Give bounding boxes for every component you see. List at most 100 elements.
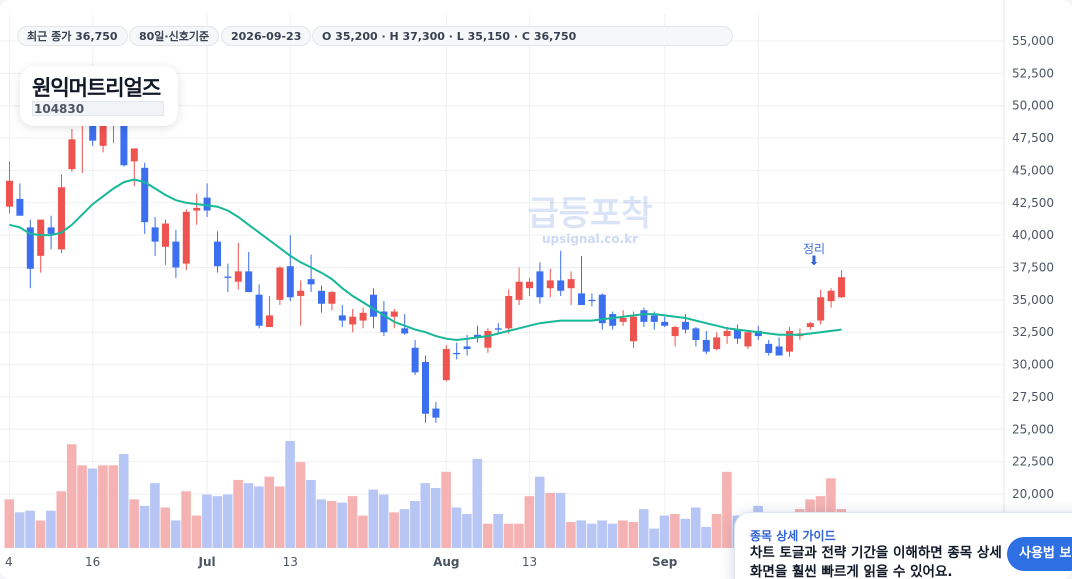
- volume-bar: [722, 471, 732, 548]
- candle: [619, 310, 627, 326]
- stock-code: 104830: [32, 101, 164, 116]
- volume-bar: [410, 500, 420, 548]
- candle-body: [255, 294, 263, 326]
- candle-body: [505, 295, 513, 329]
- candle-body: [328, 292, 336, 304]
- volume-bar: [462, 513, 472, 548]
- volume-bar: [618, 520, 628, 548]
- price-tick-label: 50,000: [1012, 99, 1054, 113]
- candle-body: [120, 119, 128, 166]
- price-tick-label: 35,000: [1012, 293, 1054, 307]
- guide-open-button[interactable]: 사용법 보기: [1007, 537, 1072, 571]
- candle-body: [401, 328, 409, 334]
- candle: [536, 262, 544, 304]
- candle: [786, 327, 793, 357]
- volume-bar: [56, 491, 67, 548]
- candle: [58, 174, 65, 254]
- volume-bar: [420, 483, 431, 548]
- candle-body: [463, 346, 471, 350]
- candle: [182, 209, 190, 271]
- volume-bar: [233, 479, 243, 548]
- candle: [245, 251, 253, 293]
- candle: [713, 332, 721, 351]
- volume-bar: [493, 513, 503, 548]
- price-tick-label: 45,000: [1012, 163, 1054, 177]
- candle: [349, 308, 357, 333]
- candle: [26, 219, 34, 289]
- candle-body: [286, 266, 294, 298]
- candle-body: [484, 330, 492, 348]
- candle-body: [359, 312, 367, 321]
- candle: [692, 327, 700, 347]
- candle-body: [276, 267, 284, 300]
- stock-title-card: 원익머트리얼즈 104830: [20, 66, 178, 126]
- candle-body: [682, 321, 689, 330]
- candle-body: [661, 321, 669, 326]
- price-tick-label: 20,000: [1012, 487, 1054, 501]
- time-tick-label: 16: [85, 555, 100, 569]
- volume-bar: [441, 471, 451, 548]
- candle-body: [640, 310, 648, 322]
- candle-body: [234, 271, 242, 282]
- volume-bar: [118, 453, 129, 548]
- volume-bar: [347, 496, 358, 548]
- volume-bar: [108, 465, 119, 548]
- signal-basis-chip[interactable]: 80일·신호기준: [129, 26, 220, 46]
- candle: [453, 342, 461, 360]
- candle: [338, 305, 346, 328]
- candle: [162, 219, 169, 265]
- candle-body: [203, 197, 211, 211]
- volume-bar: [628, 522, 639, 548]
- volume-bar: [576, 520, 587, 548]
- guide-body: 차트 토글과 전략 기간을 이해하면 종목 상세 화면을 훨씬 빠르게 읽을 수…: [750, 545, 1002, 579]
- candle-body: [588, 299, 596, 302]
- volume-bar: [482, 523, 493, 548]
- candle-body: [47, 227, 55, 234]
- volume-bar: [25, 510, 35, 548]
- candle-body: [380, 311, 388, 333]
- candle-body: [266, 315, 273, 328]
- candle-body: [182, 211, 190, 264]
- volume-bar: [98, 465, 108, 548]
- volume-bar: [399, 509, 410, 548]
- last-close-chip: 최근 종가 36,750: [17, 26, 128, 46]
- time-tick-label: 13: [522, 555, 537, 569]
- candle: [744, 332, 752, 350]
- volume-bar: [4, 499, 15, 548]
- candle-body: [598, 294, 606, 324]
- candle-body: [68, 139, 76, 170]
- volume-bar: [358, 515, 368, 548]
- price-tick-label: 40,000: [1012, 228, 1054, 242]
- time-tick-label: Aug: [433, 555, 459, 569]
- moving-average-line: [9, 178, 842, 342]
- volume-bar: [701, 526, 711, 548]
- candle-body: [297, 290, 305, 296]
- candle: [266, 295, 273, 328]
- volume-bar: [607, 523, 618, 548]
- candle: [557, 250, 565, 296]
- candle-body: [26, 227, 34, 269]
- volume-bar: [555, 492, 566, 548]
- candle-body: [390, 311, 398, 317]
- candle: [526, 277, 533, 296]
- time-axis: 416Jul13Aug13Sep11: [5, 555, 766, 569]
- candle-body: [494, 328, 502, 330]
- candle-body: [453, 352, 461, 355]
- price-tick-label: 30,000: [1012, 358, 1054, 372]
- volume-bar: [254, 486, 264, 548]
- volume-bar: [316, 499, 327, 548]
- candle: [16, 183, 24, 216]
- candle: [401, 314, 409, 335]
- candle-body: [827, 290, 835, 302]
- time-tick-label: Jul: [198, 555, 216, 569]
- candle: [484, 328, 492, 353]
- candle: [630, 311, 637, 348]
- volume-bar: [430, 488, 441, 548]
- candle-body: [723, 330, 731, 337]
- candle: [609, 311, 617, 330]
- ohlc-chip: O 35,200 · H 37,300 · L 35,150 · C 36,75…: [312, 26, 733, 46]
- volume-bar: [638, 509, 649, 548]
- volume-bar: [274, 486, 285, 548]
- candle: [411, 339, 419, 375]
- candle: [297, 280, 305, 326]
